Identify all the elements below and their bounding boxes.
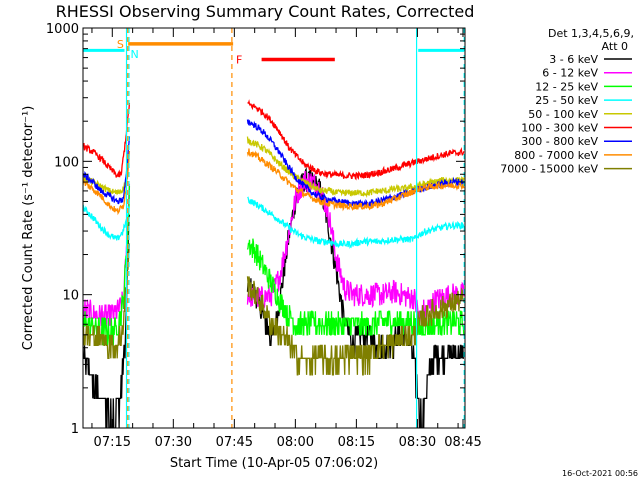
- legend-label-6: 100 - 300 keV: [521, 122, 598, 135]
- legend-label-5: 50 - 100 keV: [528, 108, 598, 121]
- series-line-5-seg-2: [246, 136, 465, 198]
- axis-layer: 1 10 100 1000 07:15 07:30 07:45 08:00 08:15 08:30…: [46, 22, 482, 450]
- series-layer: [83, 99, 465, 428]
- legend-label-9: 7000 - 15000 keV: [500, 163, 598, 176]
- y-tick-label-2: 10: [62, 289, 79, 304]
- x-tick-label-2: 07:30: [155, 435, 192, 450]
- x-axis-label: Start Time (10-Apr-05 07:06:02): [170, 456, 378, 471]
- series-line-3-seg-2: [246, 238, 465, 336]
- chart-title: RHESSI Observing Summary Count Rates, Co…: [56, 2, 475, 21]
- marker-layer: SN F: [83, 28, 465, 428]
- x-tick-label-6: 08:30: [399, 435, 436, 450]
- legend-label-2: 6 - 12 keV: [542, 67, 598, 80]
- legend-label-4: 25 - 50 keV: [535, 94, 598, 107]
- series-line-1-seg-1: [83, 214, 131, 428]
- x-tick-label-7: 08:45: [444, 435, 481, 450]
- series-line-3-seg-1: [83, 185, 131, 346]
- series-line-8-seg-1: [83, 150, 131, 216]
- legend-label-8: 800 - 7000 keV: [514, 149, 598, 162]
- x-tick-label-1: 07:15: [94, 435, 131, 450]
- flag-label-s: S: [117, 38, 124, 51]
- series-line-4-seg-1: [83, 204, 130, 241]
- series-line-9-seg-1: [83, 243, 131, 359]
- x-tick-label-5: 08:15: [338, 435, 375, 450]
- series-line-7-seg-1: [83, 136, 131, 205]
- x-tick-label-3: 07:45: [216, 435, 253, 450]
- series-line-9-seg-2: [246, 276, 465, 376]
- legend-header-detectors: Det 1,3,4,5,6,9,: [548, 27, 634, 40]
- y-tick-label-1: 1: [71, 422, 79, 437]
- plot-frame: [82, 27, 466, 429]
- generation-timestamp: 16-Oct-2021 00:56: [562, 469, 638, 478]
- legend-header-attenuator: Att 0: [602, 40, 628, 53]
- legend-label-7: 300 - 800 keV: [521, 135, 598, 148]
- y-axis-label: Corrected Count Rate (s⁻¹ detector⁻¹): [21, 106, 36, 351]
- legend-label-3: 12 - 25 keV: [535, 80, 598, 93]
- legend-label-1: 3 - 6 keV: [549, 53, 598, 66]
- flag-label-n: N: [131, 48, 139, 61]
- x-tick-label-4: 08:00: [277, 435, 314, 450]
- flag-label-f: F: [236, 54, 242, 67]
- series-line-6-seg-1: [83, 102, 131, 178]
- series-line-4-seg-2: [247, 196, 465, 250]
- series-line-8-seg-2: [246, 148, 465, 212]
- y-tick-label-4: 1000: [46, 22, 79, 37]
- series-line-6-seg-2: [247, 99, 465, 181]
- y-tick-label-3: 100: [54, 155, 79, 170]
